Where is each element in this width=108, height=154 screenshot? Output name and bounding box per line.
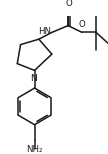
Text: N: N <box>30 75 37 83</box>
Text: O: O <box>78 20 85 29</box>
Text: HN: HN <box>38 27 51 36</box>
Text: O: O <box>66 0 72 8</box>
Text: NH₂: NH₂ <box>26 145 43 154</box>
